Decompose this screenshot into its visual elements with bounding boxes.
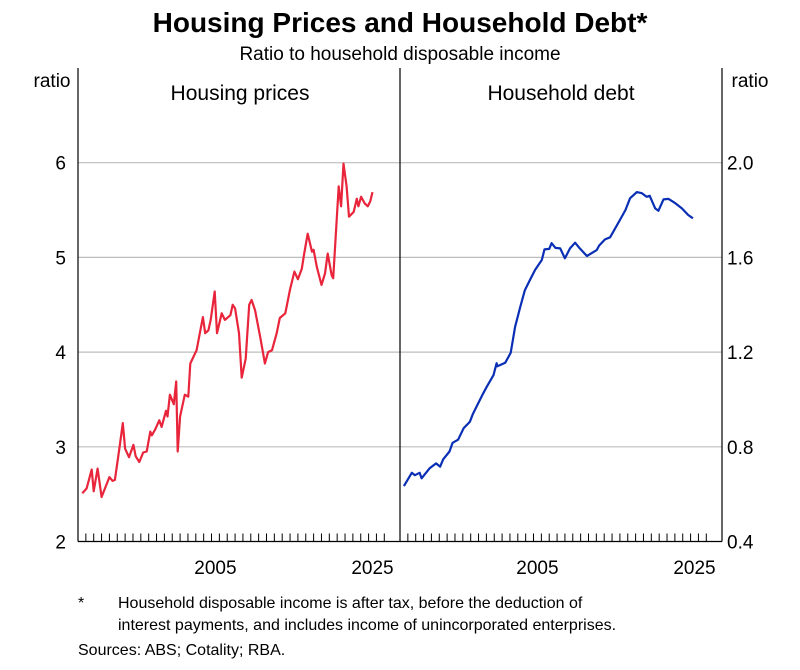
x-axis-ticks: 2005 2025 2005 2025 (85, 533, 716, 579)
plot-frame (77, 68, 723, 543)
sources: Sources: ABS; Cotality; RBA. (78, 642, 285, 659)
footnote-line-1: Household disposable income is after tax… (118, 595, 583, 612)
chart-title: Housing Prices and Household Debt* (153, 7, 648, 38)
y-tick-label-right: 2.0 (727, 154, 753, 175)
footnote-marker: * (78, 595, 84, 612)
housing-prices-line (81, 162, 374, 499)
right-y-tick-labels: 0.4 0.8 1.2 1.6 2.0 (727, 154, 754, 554)
x-tick-label: 2005 (516, 558, 558, 579)
y-tick-label-right: 1.6 (727, 248, 753, 269)
y-tick-label-right: 1.2 (727, 343, 753, 364)
chart-subtitle: Ratio to household disposable income (239, 44, 560, 65)
series-lines (81, 162, 694, 499)
y-tick-label-right: 0.8 (727, 438, 753, 459)
y-tick-label-left: 6 (55, 154, 66, 175)
y-tick-label-left: 3 (55, 438, 66, 459)
x-tick-label: 2025 (351, 558, 393, 579)
y-tick-label-left: 4 (55, 343, 66, 364)
footnote-line-2: interest payments, and includes income o… (118, 617, 616, 634)
left-axis-unit: ratio (34, 71, 71, 92)
panel-title-housing: Housing prices (171, 82, 310, 105)
household-debt-line (402, 191, 694, 487)
panel-title-debt: Household debt (487, 82, 634, 105)
x-tick-label: 2025 (673, 558, 715, 579)
y-tick-label-left: 2 (55, 533, 66, 554)
left-y-tick-labels: 2 3 4 5 6 (55, 154, 66, 554)
y-tick-label-right: 0.4 (727, 533, 754, 554)
x-tick-label: 2005 (194, 558, 236, 579)
right-axis-unit: ratio (732, 71, 769, 92)
y-tick-label-left: 5 (55, 248, 66, 269)
